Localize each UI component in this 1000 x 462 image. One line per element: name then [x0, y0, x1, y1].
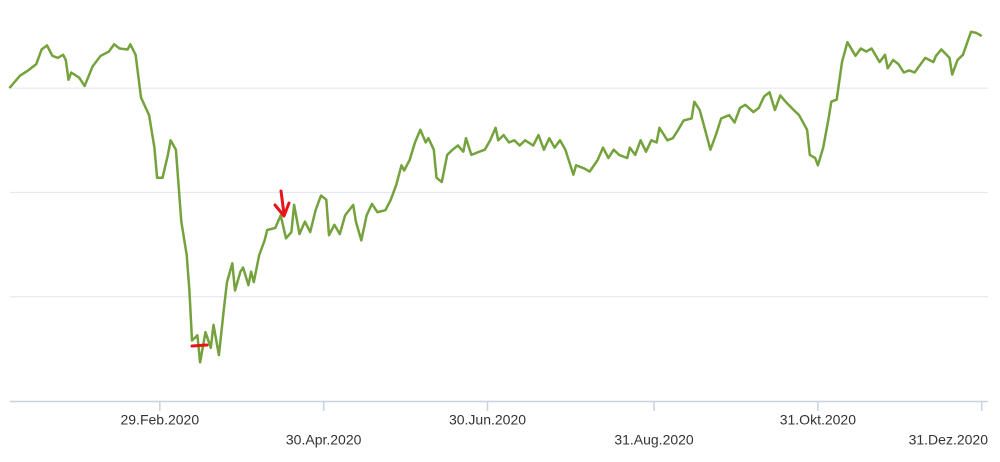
x-tick-label: 30.Jun.2020 [449, 412, 526, 428]
grid: 29.Feb.2020 30.Apr.2020 30.Jun.2020 31.Aug.… [10, 87, 989, 448]
price-line [8, 30, 983, 364]
annotations [190, 189, 291, 348]
x-tick-label: 31.Okt.2020 [780, 412, 856, 428]
plot-area [8, 30, 983, 364]
red-marker [190, 343, 209, 348]
x-tick-label: 30.Apr.2020 [286, 432, 362, 448]
x-tick-label: 31.Aug.2020 [614, 432, 694, 448]
red-arrow-head [273, 201, 291, 218]
x-tick-label: 29.Feb.2020 [120, 412, 199, 428]
red-arrow-shaft [279, 189, 286, 216]
x-tick-label: 31.Dez.2020 [909, 432, 989, 448]
